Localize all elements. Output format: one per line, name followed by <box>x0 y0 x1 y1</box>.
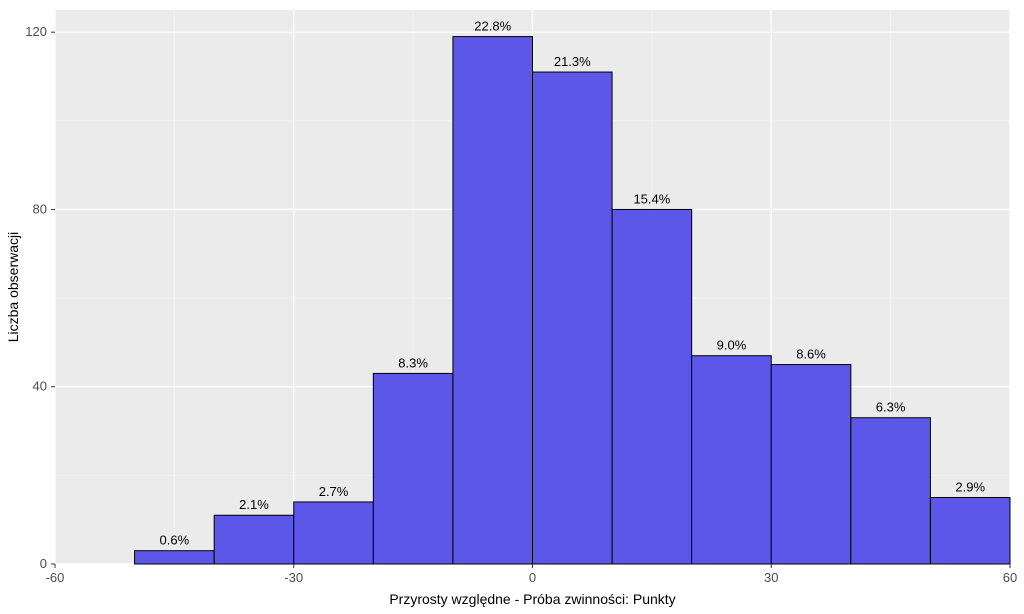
bar-percent-label: 9.0% <box>717 338 747 353</box>
bar <box>533 72 613 564</box>
bar <box>294 502 374 564</box>
bar-percent-label: 2.7% <box>319 484 349 499</box>
bar-percent-label: 8.3% <box>398 355 428 370</box>
bar <box>214 515 294 564</box>
x-tick-label: 60 <box>1003 570 1017 585</box>
bar-percent-label: 22.8% <box>474 19 511 34</box>
bar-percent-label: 6.3% <box>876 400 906 415</box>
bar <box>612 209 692 564</box>
x-tick-label: 30 <box>764 570 778 585</box>
x-tick-label: -30 <box>284 570 303 585</box>
chart-svg: 0.6% 2.1% 2.7% 8.3% 22.8% 21.3% 15.4% 9.0% 8.6% 6… <box>0 0 1024 614</box>
bar-percent-label: 15.4% <box>633 191 670 206</box>
bar-percent-label: 8.6% <box>796 347 826 362</box>
bar-percent-label: 21.3% <box>554 54 591 69</box>
bar-percent-label: 2.9% <box>955 480 985 495</box>
y-tick-label: 120 <box>25 24 47 39</box>
y-axis-label: Liczba obserwacji <box>5 232 21 343</box>
x-axis: -60 -30 0 30 60 <box>46 564 1018 585</box>
histogram-chart: 0.6% 2.1% 2.7% 8.3% 22.8% 21.3% 15.4% 9.0% 8.6% 6… <box>0 0 1024 614</box>
bar <box>930 498 1010 564</box>
bar <box>135 551 215 564</box>
x-tick-label: 0 <box>529 570 536 585</box>
bar <box>453 37 533 564</box>
bar-percent-label: 0.6% <box>160 533 190 548</box>
y-tick-label: 40 <box>33 379 47 394</box>
bar <box>851 418 931 564</box>
bar-percent-label: 2.1% <box>239 497 269 512</box>
y-tick-label: 80 <box>33 201 47 216</box>
x-axis-label: Przyrosty względne - Próba zwinności: Pu… <box>389 591 675 607</box>
x-tick-label: -60 <box>46 570 65 585</box>
y-axis: 0 40 80 120 <box>25 24 55 571</box>
bar <box>692 356 772 564</box>
y-tick-label: 0 <box>40 556 47 571</box>
bar <box>373 373 453 564</box>
bar <box>771 365 851 564</box>
